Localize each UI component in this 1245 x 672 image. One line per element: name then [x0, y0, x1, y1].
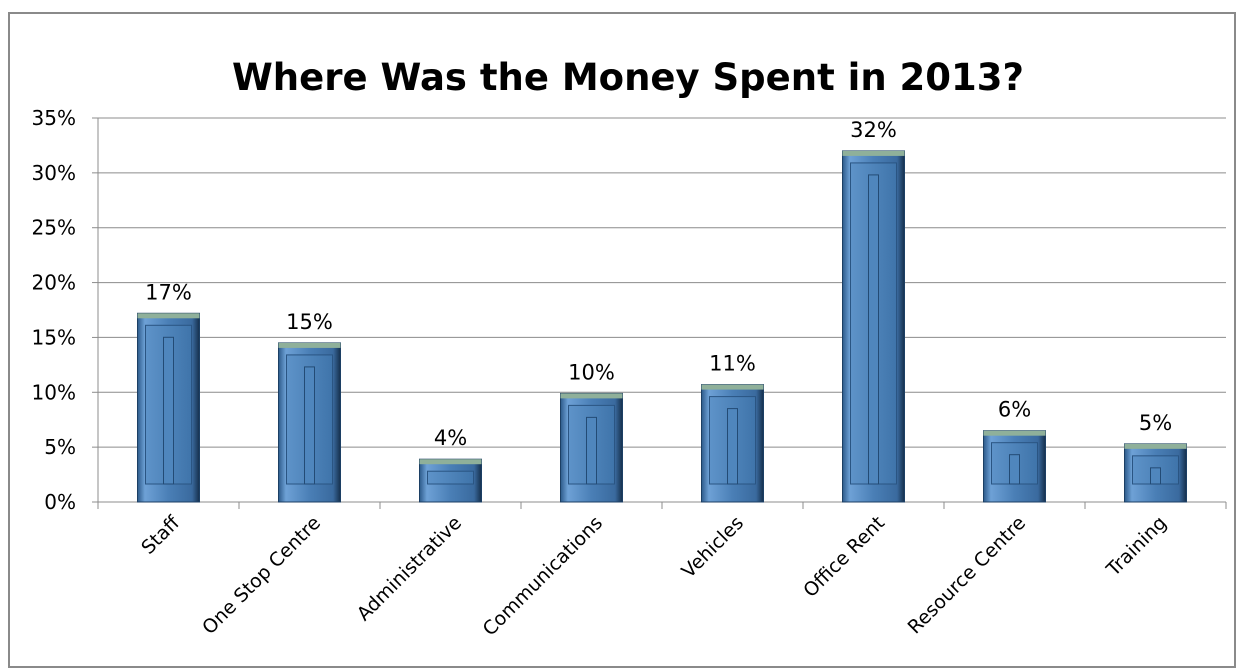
- data-label: 11%: [709, 352, 756, 376]
- bar-cap: [278, 342, 341, 348]
- y-tick-label: 30%: [32, 161, 76, 185]
- bar-bevel: [427, 470, 474, 485]
- x-category-label: Vehicles: [677, 512, 748, 583]
- bar-groove: [1150, 467, 1161, 485]
- bar: [419, 458, 482, 503]
- bar-cap: [983, 430, 1046, 436]
- data-label: 4%: [434, 426, 467, 450]
- data-label: 17%: [145, 280, 192, 304]
- bar-cap: [701, 384, 764, 390]
- bar: [137, 312, 200, 503]
- data-label: 5%: [1139, 411, 1172, 435]
- y-tick-label: 0%: [44, 490, 76, 514]
- x-category-label: Resource Centre: [904, 512, 1030, 638]
- bar-cap: [137, 313, 200, 319]
- bar-groove: [163, 336, 174, 485]
- bar: [1124, 443, 1187, 503]
- y-tick-label: 5%: [44, 435, 76, 459]
- y-tick-label: 20%: [32, 271, 76, 295]
- x-category-label: Communications: [479, 512, 607, 640]
- y-tick-label: 35%: [32, 106, 76, 130]
- bar: [842, 150, 905, 503]
- bar: [983, 430, 1046, 503]
- bar: [278, 342, 341, 503]
- x-category-label: Administrative: [353, 512, 466, 625]
- chart-title: Where Was the Money Spent in 2013?: [232, 56, 1024, 99]
- data-label: 6%: [998, 398, 1031, 422]
- bar-cap: [419, 459, 482, 465]
- x-category-label: Staff: [137, 511, 184, 558]
- x-category-label: Office Rent: [799, 512, 889, 602]
- x-category-label: One Stop Centre: [198, 512, 325, 639]
- bar-groove: [1009, 454, 1020, 485]
- bar: [560, 392, 623, 503]
- data-label: 32%: [850, 118, 897, 142]
- bar-cap: [560, 393, 623, 399]
- y-tick-label: 15%: [32, 325, 76, 349]
- bar-groove: [727, 408, 738, 485]
- bar-cap: [1124, 443, 1187, 449]
- y-tick-label: 25%: [32, 216, 76, 240]
- bar-cap: [842, 150, 905, 156]
- chart-frame: [8, 12, 1236, 668]
- bar-groove: [304, 366, 315, 485]
- x-category-label: Training: [1102, 512, 1171, 581]
- bar: [701, 384, 764, 503]
- data-label: 10%: [568, 360, 615, 384]
- bar-groove: [586, 416, 597, 485]
- data-label: 15%: [286, 310, 333, 334]
- bar-groove: [868, 174, 879, 485]
- y-tick-label: 10%: [32, 380, 76, 404]
